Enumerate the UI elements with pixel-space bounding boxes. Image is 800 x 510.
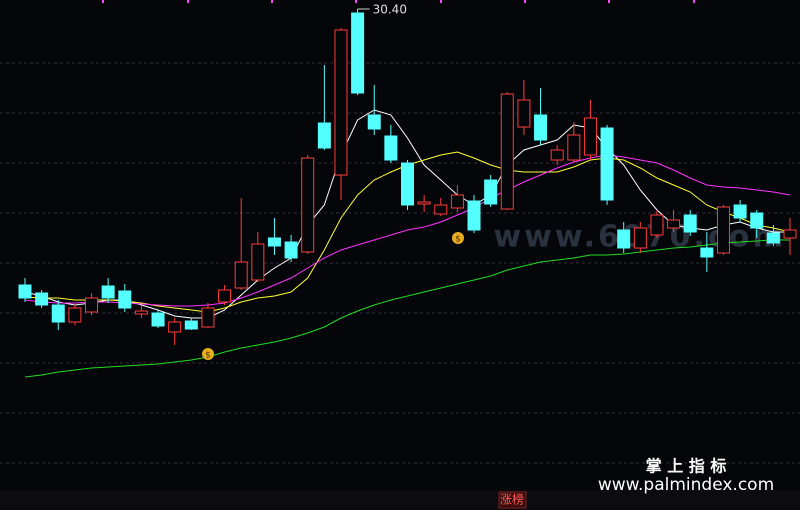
- candle-body: [783, 229, 797, 239]
- grid: [0, 62, 800, 464]
- brand-url: www.palmindex.com: [598, 475, 774, 495]
- candle-body: [267, 237, 281, 247]
- candle-body: [18, 284, 32, 299]
- tag: 涨榜: [500, 492, 524, 507]
- ma-line: [24, 239, 790, 378]
- plot: 30.40: [18, 3, 797, 378]
- svg-text:$: $: [205, 351, 211, 361]
- candle-body: [334, 29, 348, 176]
- candle-body: [251, 243, 265, 281]
- candle-body: [467, 200, 481, 231]
- candle-body: [401, 162, 414, 206]
- candle-body: [101, 285, 115, 299]
- candle-body: [617, 229, 631, 249]
- high-label: 30.40: [373, 3, 407, 17]
- candle-body: [184, 320, 198, 330]
- candle-body: [151, 312, 165, 327]
- money-icon: $: [452, 232, 464, 245]
- bottom-strip: [0, 490, 800, 510]
- candle-body: [434, 204, 448, 215]
- candle-body: [550, 149, 564, 161]
- candle-body: [168, 321, 182, 333]
- candle-body: [650, 214, 664, 236]
- money-icon: $: [202, 348, 214, 361]
- candle-body: [716, 206, 730, 254]
- candle-body: [450, 194, 464, 209]
- candle-body: [733, 204, 747, 219]
- candle-body: [750, 212, 764, 229]
- candle-body: [766, 232, 780, 244]
- candle-body: [367, 114, 381, 130]
- candle-body: [484, 179, 498, 205]
- candle-body: [85, 297, 99, 313]
- tag-box: [498, 491, 527, 509]
- candle-body: [417, 201, 431, 205]
- candle-body: [118, 290, 132, 309]
- candle-body: [384, 135, 398, 161]
- candle-body: [134, 310, 148, 315]
- candle-body: [517, 99, 531, 128]
- candle-body: [600, 127, 614, 201]
- candle-body: [683, 214, 697, 233]
- ma-line: [24, 154, 791, 307]
- candle-body: [500, 93, 514, 210]
- candle-body: [51, 304, 65, 323]
- candle-body: [667, 219, 681, 229]
- candle-body: [218, 289, 232, 303]
- svg-text:$: $: [455, 235, 461, 245]
- candle-body: [68, 307, 82, 323]
- candle-body: [583, 117, 597, 156]
- candle-body: [35, 292, 49, 306]
- candle-body: [284, 241, 298, 259]
- candle-body: [633, 227, 647, 249]
- top-dots: [102, 0, 695, 3]
- candle-body: [700, 247, 714, 258]
- candle-body: [234, 261, 248, 289]
- candle-body: [301, 157, 315, 253]
- candle-body: [567, 134, 581, 161]
- candle-body: [351, 12, 365, 94]
- ma-line: [24, 109, 790, 319]
- brand-title: 掌 上 指 标: [646, 457, 727, 476]
- candle-body: [317, 122, 331, 149]
- candle-body: [201, 307, 215, 328]
- candle-body: [534, 114, 548, 141]
